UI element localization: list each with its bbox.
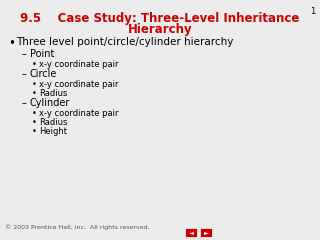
Text: ◄: ◄ (188, 230, 193, 235)
Text: Hierarchy: Hierarchy (128, 23, 192, 36)
Text: –: – (22, 49, 27, 59)
Text: x-y coordinate pair: x-y coordinate pair (39, 109, 118, 118)
Text: •: • (8, 37, 15, 50)
Text: •: • (32, 60, 37, 69)
Text: Cylinder: Cylinder (30, 98, 70, 108)
Text: Circle: Circle (30, 69, 57, 79)
Text: x-y coordinate pair: x-y coordinate pair (39, 60, 118, 69)
FancyBboxPatch shape (185, 228, 197, 237)
Text: © 2003 Prentice Hall, Inc.  All rights reserved.: © 2003 Prentice Hall, Inc. All rights re… (5, 224, 150, 230)
Text: Three level point/circle/cylinder hierarchy: Three level point/circle/cylinder hierar… (16, 37, 233, 47)
FancyBboxPatch shape (200, 228, 212, 237)
Text: Height: Height (39, 127, 67, 136)
Text: •: • (32, 80, 37, 89)
Text: –: – (22, 69, 27, 79)
Text: •: • (32, 127, 37, 136)
Text: 9.5    Case Study: Three-Level Inheritance: 9.5 Case Study: Three-Level Inheritance (20, 12, 300, 25)
Text: x-y coordinate pair: x-y coordinate pair (39, 80, 118, 89)
Text: Radius: Radius (39, 118, 68, 127)
Text: Radius: Radius (39, 89, 68, 98)
Text: 1: 1 (310, 7, 315, 16)
Text: •: • (32, 118, 37, 127)
Text: •: • (32, 109, 37, 118)
Text: ►: ► (204, 230, 208, 235)
Text: Point: Point (30, 49, 54, 59)
Text: –: – (22, 98, 27, 108)
Text: •: • (32, 89, 37, 98)
